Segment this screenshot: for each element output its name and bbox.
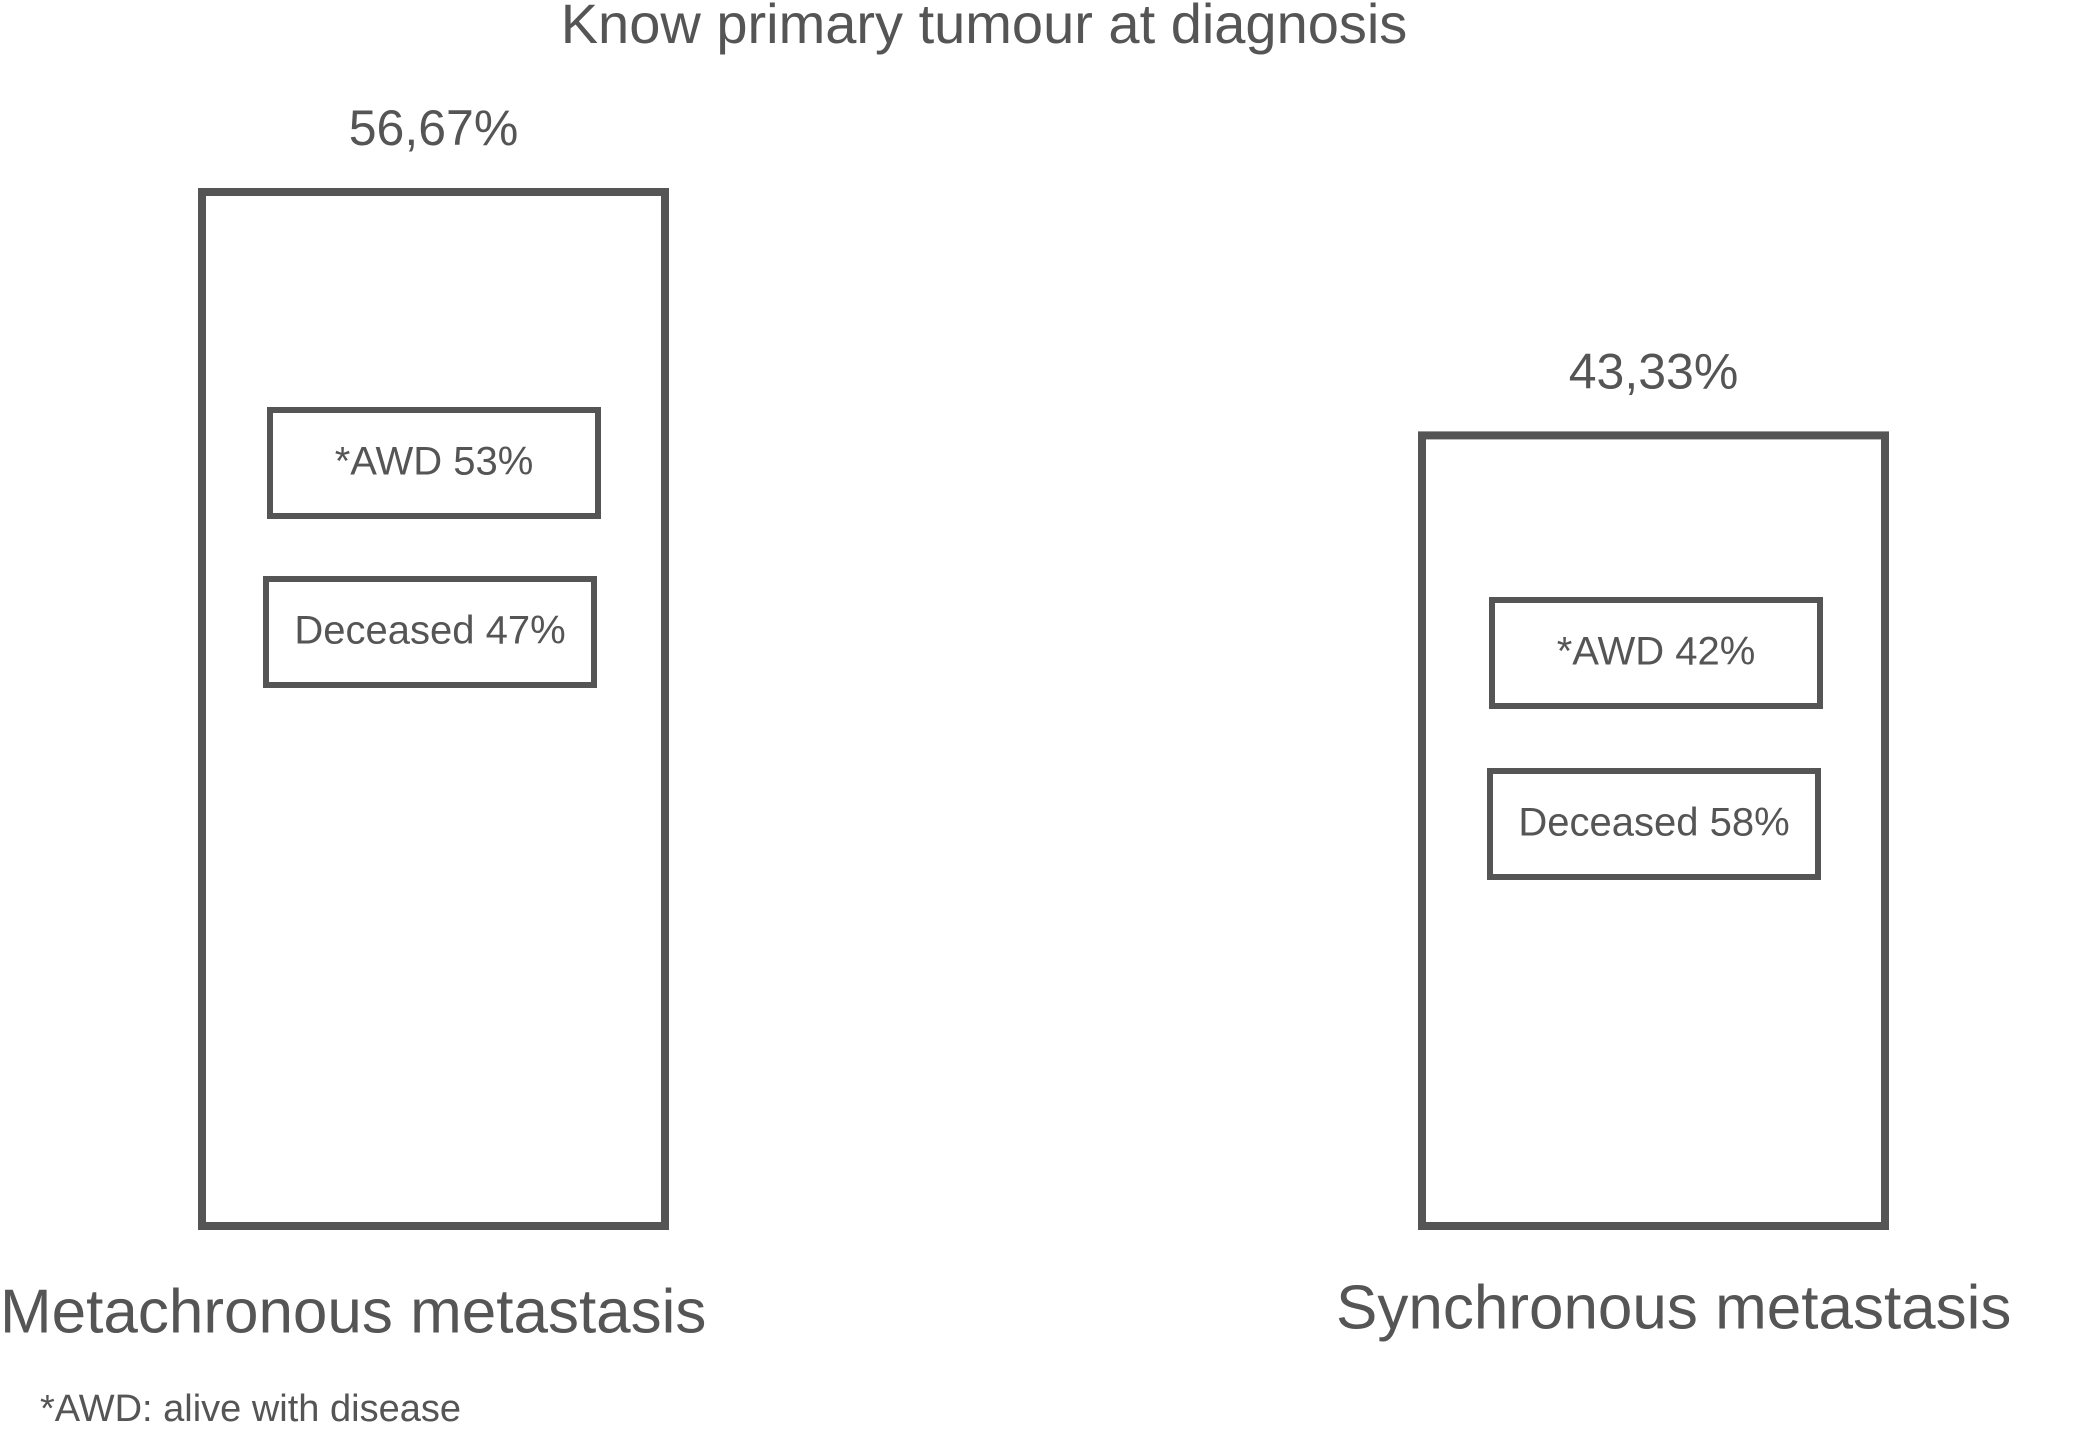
value-label: 43,33% <box>1569 344 1739 400</box>
footnote: *AWD: alive with disease <box>40 1388 461 1430</box>
breakdown-label: *AWD 42% <box>1557 630 1756 674</box>
breakdown-box <box>267 407 601 519</box>
breakdown-box <box>1487 768 1821 880</box>
chart-title: Know primary tumour at diagnosis <box>561 0 1408 55</box>
category-label: Synchronous metastasis <box>1336 1273 2011 1342</box>
breakdown-box <box>1489 597 1823 709</box>
category-label: Metachronous metastasis <box>0 1277 706 1346</box>
breakdown-label: *AWD 53% <box>335 440 534 484</box>
bar <box>1418 431 1889 1231</box>
breakdown-box <box>263 576 597 688</box>
breakdown-label: Deceased 58% <box>1518 801 1789 845</box>
value-label: 56,67% <box>349 100 519 156</box>
breakdown-label: Deceased 47% <box>294 609 565 653</box>
bar <box>198 188 669 1230</box>
